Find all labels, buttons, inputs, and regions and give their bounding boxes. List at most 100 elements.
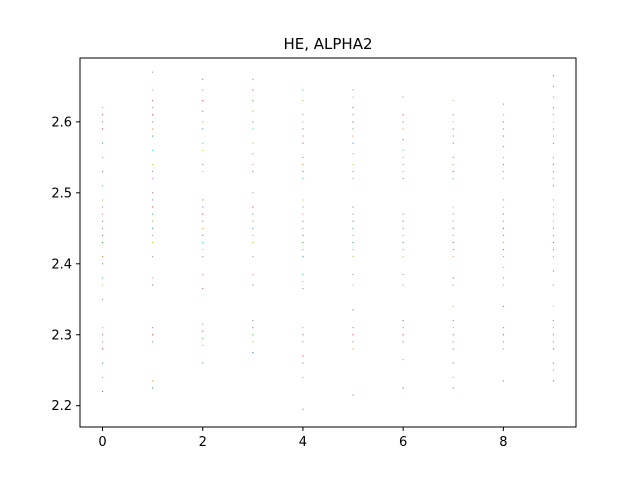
data-point [202, 121, 204, 123]
data-point [302, 408, 304, 410]
data-point [202, 242, 204, 243]
data-point [552, 341, 554, 343]
y-tick-label: 2.3 [51, 328, 72, 343]
data-point [452, 178, 454, 180]
data-point [252, 89, 254, 91]
data-point [452, 220, 454, 222]
data-point [552, 305, 554, 307]
data-point [252, 341, 254, 343]
data-point [152, 135, 154, 137]
data-point [352, 327, 354, 329]
data-point [452, 163, 454, 165]
data-point [202, 220, 204, 222]
data-point [252, 206, 254, 208]
data-point [352, 178, 354, 180]
x-tick-label: 2 [199, 435, 207, 450]
data-point [252, 213, 254, 215]
data-point [102, 334, 104, 336]
data-point [252, 121, 254, 123]
data-point [502, 213, 504, 215]
data-point [552, 327, 554, 329]
data-point [302, 334, 304, 336]
data-point [502, 199, 504, 201]
data-point [102, 277, 104, 279]
data-point [552, 121, 554, 123]
data-point [552, 270, 554, 272]
data-point [452, 142, 454, 144]
data-point [452, 277, 454, 279]
data-point [452, 376, 454, 378]
data-point [252, 273, 254, 275]
data-point [152, 114, 154, 116]
data-point [552, 249, 554, 251]
chart-title: HE, ALPHA2 [283, 35, 372, 53]
data-point [452, 284, 454, 286]
data-point [252, 334, 254, 336]
data-point [352, 213, 354, 215]
data-point [302, 249, 304, 251]
y-tick-label: 2.5 [51, 186, 72, 201]
data-point [552, 114, 554, 116]
data-point [302, 288, 304, 290]
data-point [452, 213, 454, 215]
data-point [502, 114, 504, 116]
data-point [502, 163, 504, 165]
x-tick-label: 4 [299, 435, 307, 450]
data-point [352, 284, 354, 286]
data-point [202, 323, 204, 325]
data-point [352, 96, 354, 98]
data-point [402, 387, 404, 389]
y-tick-label: 2.4 [51, 257, 72, 272]
data-point [502, 103, 504, 105]
data-point [102, 376, 104, 378]
data-point [202, 206, 204, 208]
x-tick-label: 6 [399, 435, 407, 450]
data-point [202, 288, 204, 290]
data-point [252, 192, 254, 194]
data-point [152, 107, 154, 109]
data-point [552, 242, 554, 243]
data-point [202, 234, 204, 236]
data-point [452, 334, 454, 336]
data-point [502, 128, 504, 130]
data-point [102, 107, 104, 109]
data-point [402, 327, 404, 329]
y-tick-label: 2.2 [51, 399, 72, 414]
data-point [302, 213, 304, 215]
data-point [502, 178, 504, 180]
data-point [452, 242, 454, 243]
data-point [302, 135, 304, 137]
data-point [352, 163, 354, 165]
data-point [202, 344, 204, 346]
data-point [102, 199, 104, 201]
data-point [102, 156, 104, 158]
data-point [252, 242, 254, 243]
data-point [402, 249, 404, 251]
data-point [102, 341, 104, 343]
data-point [252, 234, 254, 236]
data-point [352, 309, 354, 311]
x-axis-ticks: 0 2 4 6 8 [98, 427, 507, 450]
x-tick-label: 0 [98, 435, 106, 450]
data-point [352, 114, 354, 116]
data-point [252, 110, 254, 112]
data-point [202, 142, 204, 144]
data-point [452, 362, 454, 364]
data-point [452, 156, 454, 158]
data-point [202, 149, 204, 151]
data-point [302, 227, 304, 229]
data-point [252, 100, 254, 102]
data-point [552, 128, 554, 130]
data-point [102, 242, 104, 243]
data-point [202, 330, 204, 332]
data-point [152, 149, 154, 151]
data-point [302, 220, 304, 222]
data-point [352, 234, 354, 236]
data-point [302, 355, 304, 357]
y-tick-label: 2.6 [51, 115, 72, 130]
data-point [502, 256, 504, 258]
data-point [152, 334, 154, 336]
data-point [502, 171, 504, 173]
data-point [502, 146, 504, 148]
data-point [552, 107, 554, 109]
